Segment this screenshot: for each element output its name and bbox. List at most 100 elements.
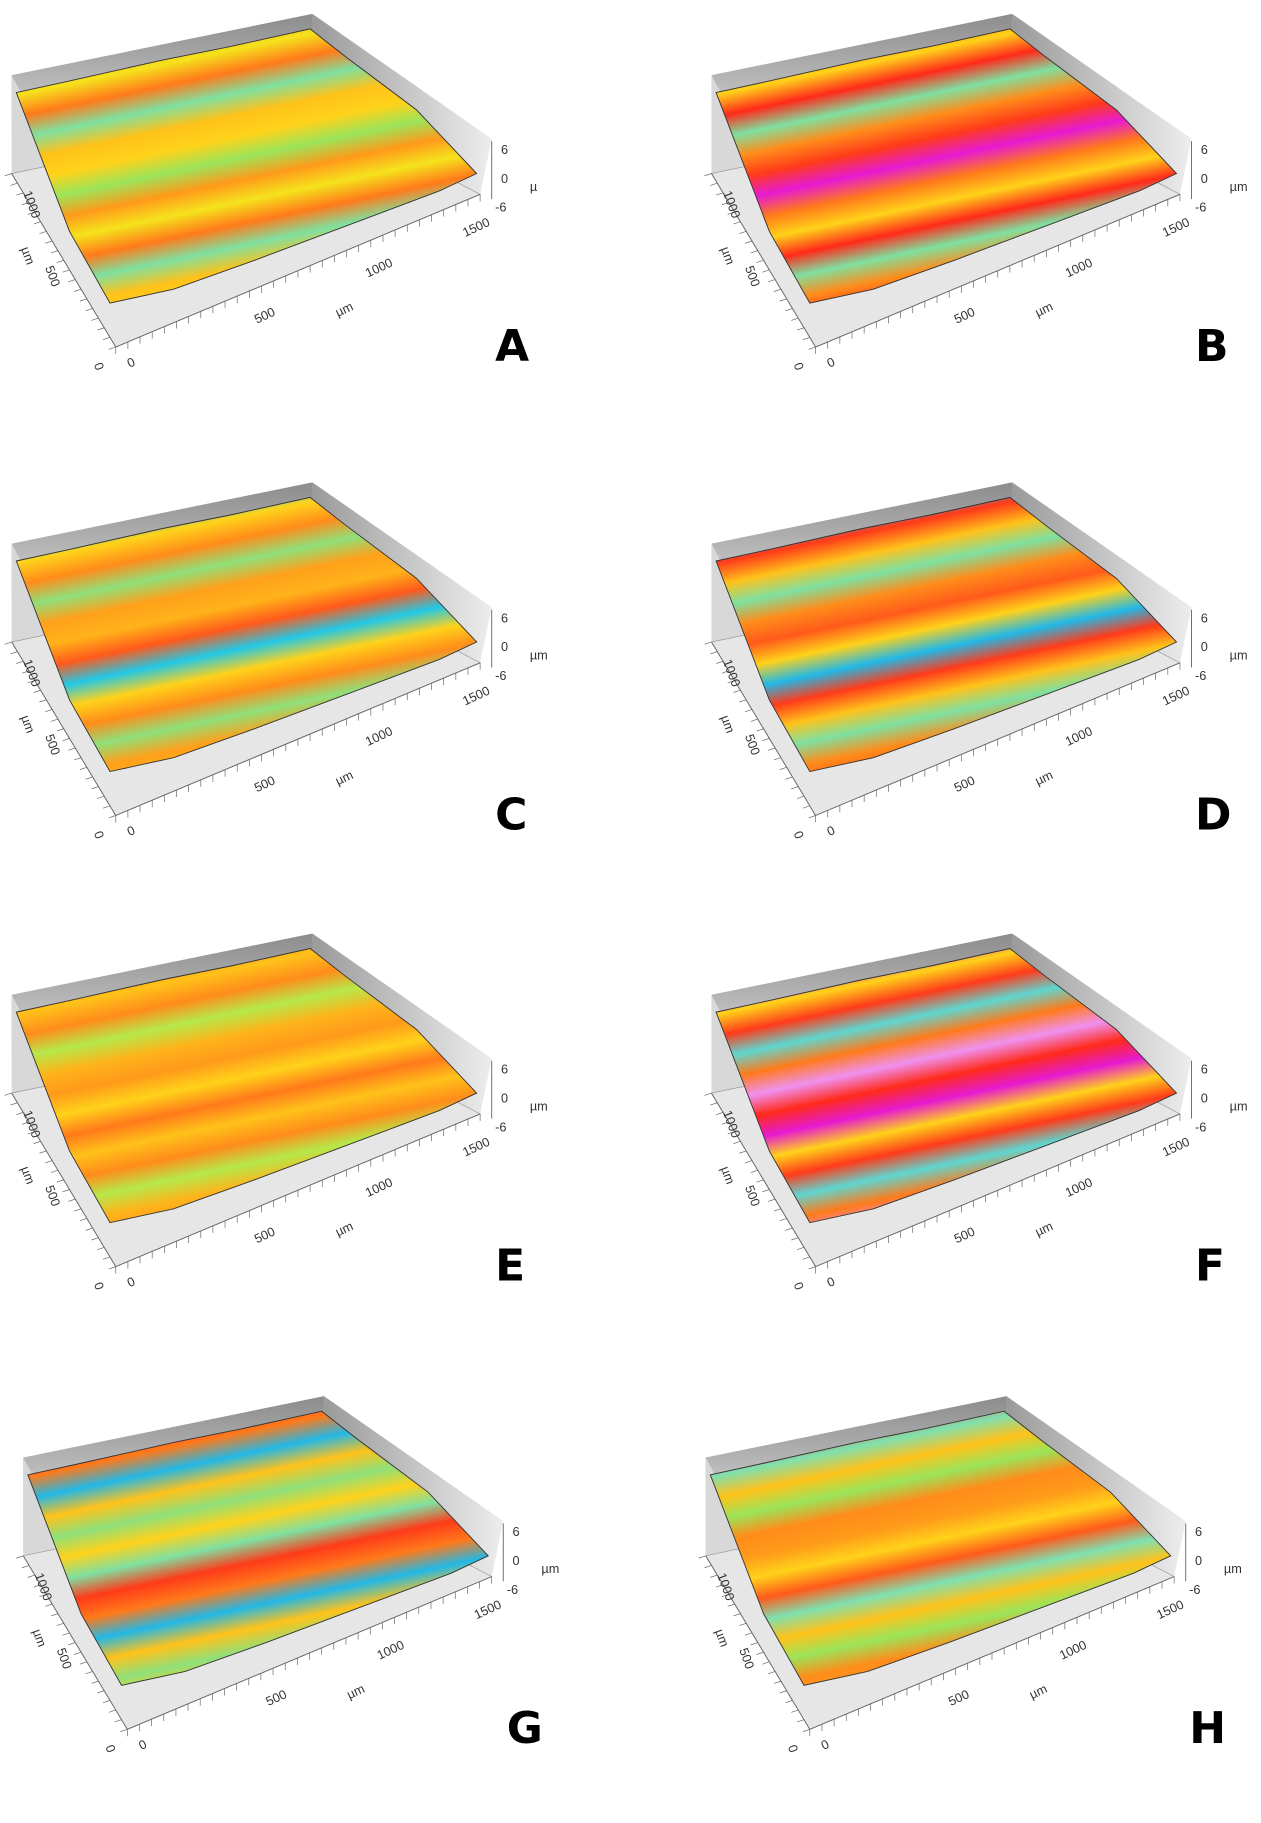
z-tick-label: 0	[1201, 639, 1208, 654]
x-tick-label: 1000	[363, 255, 395, 281]
z-axis-unit: µm	[541, 1561, 559, 1576]
axis-tick	[762, 1189, 769, 1191]
z-axis-unit: µm	[1224, 1561, 1242, 1576]
axis-tick	[80, 767, 87, 769]
axis-tick	[10, 183, 17, 185]
z-axis-unit: µm	[1230, 179, 1248, 194]
z-tick-label: -6	[1195, 200, 1206, 215]
z-tick-label: 6	[1195, 1524, 1202, 1539]
axis-tick	[22, 1565, 29, 1567]
axis-tick	[91, 1238, 98, 1240]
y-axis-unit: µm	[30, 1627, 50, 1649]
y-tick-label: 500	[42, 732, 63, 757]
x-tick-label: 0	[824, 354, 837, 371]
z-axis-unit: µm	[1230, 1098, 1248, 1113]
surface-panel: 050010001500µm05001000µm60-6µmE	[5, 933, 548, 1291]
axis-tick	[74, 289, 81, 291]
axis-tick	[103, 806, 110, 808]
axis-tick	[51, 251, 58, 253]
z-axis-unit: µm	[530, 647, 548, 662]
axis-tick	[762, 1662, 769, 1664]
y-tick-label: 500	[742, 1183, 763, 1208]
axis-tick	[57, 260, 64, 262]
x-tick-label: 0	[136, 1736, 149, 1753]
axis-tick	[86, 1671, 93, 1673]
x-tick-label: 1500	[460, 683, 492, 709]
axis-tick	[786, 777, 793, 779]
surface-panel: 050010001500µm05001000µm60-6µA	[5, 14, 538, 372]
y-tick-label: 0	[791, 829, 808, 841]
axis-tick	[57, 729, 64, 731]
x-tick-label: 1000	[363, 1174, 395, 1200]
axis-tick	[109, 815, 116, 817]
axis-tick	[34, 1141, 41, 1143]
axis-tick	[797, 1247, 804, 1249]
axis-tick	[803, 337, 810, 339]
x-axis-unit: µm	[333, 298, 356, 319]
axis-tick	[757, 260, 764, 262]
z-tick-label: 0	[501, 171, 508, 186]
axis-tick	[68, 748, 75, 750]
x-axis-unit: µm	[333, 1218, 356, 1239]
axis-tick	[751, 719, 758, 721]
axis-tick	[5, 1093, 12, 1095]
x-tick-label: 1000	[1057, 1637, 1089, 1663]
axis-tick	[751, 251, 758, 253]
z-tick-label: 0	[1195, 1553, 1202, 1568]
axis-tick	[791, 1238, 798, 1240]
axis-tick	[791, 1710, 798, 1712]
axis-tick	[51, 1614, 58, 1616]
x-tick-label: 1500	[1160, 1134, 1192, 1160]
x-tick-label: 1000	[363, 723, 395, 749]
axis-tick	[739, 700, 746, 702]
x-axis-unit: µm	[1027, 1681, 1050, 1702]
z-tick-label: -6	[495, 1119, 506, 1134]
axis-tick	[797, 328, 804, 330]
y-axis-unit: µm	[712, 1627, 732, 1649]
axis-tick	[34, 690, 41, 692]
axis-tick	[109, 1710, 116, 1712]
axis-tick	[728, 1604, 735, 1606]
axis-tick	[710, 183, 717, 185]
axis-tick	[109, 347, 116, 349]
x-tick-label: 500	[946, 1686, 972, 1709]
axis-tick	[63, 738, 70, 740]
axis-tick	[751, 1643, 758, 1645]
axis-tick	[68, 280, 75, 282]
axis-tick	[797, 1720, 804, 1722]
axis-tick	[103, 337, 110, 339]
axis-tick	[751, 1170, 758, 1172]
page: 050010001500µm05001000µm60-6µA0500100015…	[0, 0, 1261, 1823]
z-tick-label: -6	[1195, 1119, 1206, 1134]
axis-tick	[809, 1267, 816, 1269]
axis-tick	[63, 270, 70, 272]
axis-tick	[774, 1209, 781, 1211]
x-axis-unit: µm	[1033, 1218, 1056, 1239]
x-tick-label: 1500	[1154, 1597, 1186, 1623]
x-tick-label: 1000	[1063, 723, 1095, 749]
axis-tick	[51, 1170, 58, 1172]
axis-tick	[710, 652, 717, 654]
axis-tick	[80, 299, 87, 301]
axis-tick	[774, 758, 781, 760]
y-tick-label: 500	[54, 1646, 75, 1671]
axis-tick	[86, 777, 93, 779]
axis-tick	[45, 1604, 52, 1606]
axis-tick	[97, 1691, 104, 1693]
axis-tick	[745, 1633, 752, 1635]
axis-tick	[74, 1652, 81, 1654]
y-tick-label: 500	[42, 1183, 63, 1208]
z-axis-unit: µ	[530, 179, 538, 194]
z-tick-label: 0	[501, 1090, 508, 1105]
axis-tick	[803, 806, 810, 808]
x-tick-label: 500	[952, 773, 978, 796]
z-tick-label: 0	[1201, 1090, 1208, 1105]
y-tick-label: 0	[785, 1743, 802, 1755]
panel-letter: E	[495, 1240, 525, 1291]
axis-tick	[809, 347, 816, 349]
axis-tick	[57, 1180, 64, 1182]
axis-tick	[103, 1700, 110, 1702]
